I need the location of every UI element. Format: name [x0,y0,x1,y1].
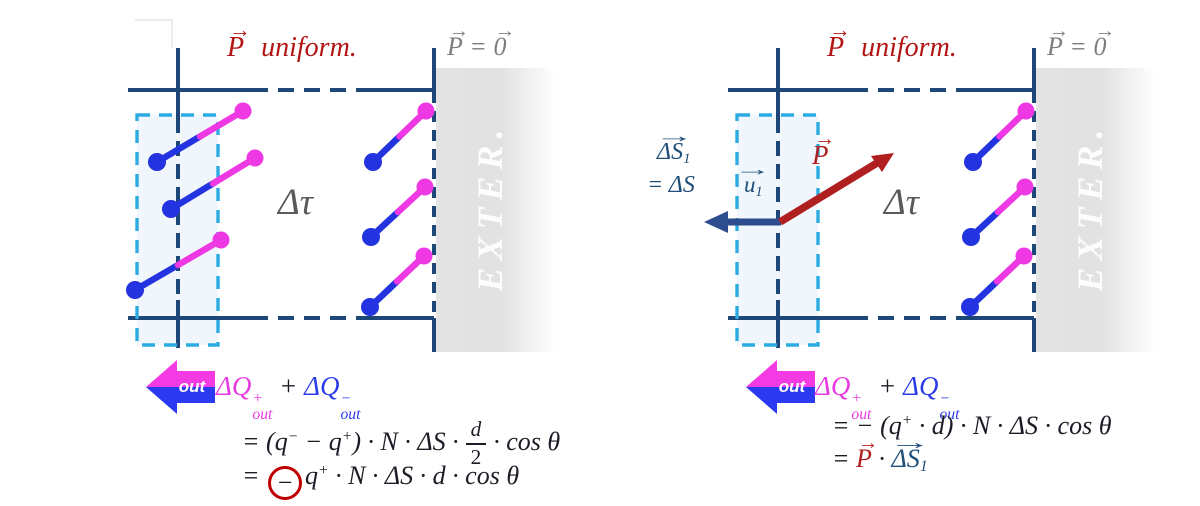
left-polarization-title: → P uniform. [227,17,357,63]
polarization-arrow-label: → P [812,126,836,171]
vector-arrow-icon: → [829,17,851,42]
left-volume-label: Δτ [278,182,313,223]
left-exterior-polarization-label: → P = → 0 [447,19,516,61]
right-eq-line1: ΔQ + out + ΔQ − out [815,371,960,424]
left-eq-line2: = (q− − q+) · N · ΔS · d 2 · cos θ [242,417,561,470]
vector-arrow-icon: → [888,431,931,454]
exterior-region [1036,68,1156,352]
dipole [362,178,434,246]
dipole [962,178,1034,246]
dipoles-left-group [126,102,264,299]
vector-arrow-icon: → [654,125,694,147]
dipole [364,102,435,171]
vector-arrow-icon: → [1094,19,1116,42]
left-exterior-text: EXTER. [470,122,510,292]
right-exterior-text: EXTER. [1070,122,1110,292]
delta-q-plus-term: ΔQ + out [815,371,872,424]
polarization-vector-arrow [778,153,894,226]
dipole [148,102,252,171]
vector-arrow-icon: → [448,19,470,42]
vector-arrow-icon: → [1048,19,1070,42]
dipole [964,102,1035,171]
left-eq-line3: = − q+ · N · ΔS · d · cos θ [242,461,519,501]
delta-q-minus-term: ΔQ − out [903,371,960,424]
vector-arrow-icon: → [813,126,836,151]
p-vector-symbol: → P [1047,19,1070,61]
p-vector-symbol: → P [447,19,470,61]
exterior-region [436,68,556,352]
left-out-badge-label: out [178,377,206,396]
dipoles-wall-group [961,102,1035,316]
right-eq-line2: = − (q+ · d) · N · ΔS · cos θ [832,411,1112,440]
ds1-vector-symbol: → ΔS1 [888,431,931,476]
surface-equals-label: = ΔS [647,172,695,198]
dipole [361,247,433,316]
zero-vector-symbol: → 0 [493,19,516,61]
vector-arrow-icon: → [229,17,251,42]
surface-slab-outline [735,113,820,347]
p-vector-symbol: → P [827,17,851,63]
surface-slab-outline [135,113,220,347]
p-vector-symbol: → P [812,126,836,170]
vector-arrow-icon: → [857,431,879,454]
right-volume-label: Δτ [884,182,919,223]
page-edge-artifact [135,19,173,48]
u1-vector-symbol: → u1 [734,159,773,200]
volume-frame [728,48,1036,352]
right-exterior-polarization-label: → P = → 0 [1047,19,1116,61]
right-polarization-title: → P uniform. [827,17,957,63]
out-arrow-icon [746,360,815,414]
unit-normal-label: → u1 [734,159,773,200]
volume-frame [128,48,436,352]
dipole [162,149,264,218]
vector-arrow-icon: → [734,159,773,180]
left-eq-line1: ΔQ + out + ΔQ − out [216,371,361,424]
right-panel-graphics [704,48,1156,414]
dipole [961,247,1033,316]
p-vector-symbol: → P [227,17,251,63]
dipole [126,231,230,299]
normal-vector-arrow [704,211,781,233]
zero-vector-symbol: → 0 [1093,19,1116,61]
delta-q-plus-term: ΔQ + out [216,371,273,424]
surface-vector-label: → ΔS1 [654,125,694,167]
right-out-badge-label: out [778,377,806,396]
circled-minus-sign: − [268,466,303,501]
left-panel-graphics [126,48,556,414]
vector-arrow-icon: → [494,19,516,42]
p-vector-symbol: → P [856,431,879,473]
ds1-vector-symbol: → ΔS1 [654,125,694,167]
out-arrow-icon [146,360,215,414]
dipoles-wall-group [361,102,435,316]
right-eq-line3: = → P · → ΔS1 [832,431,931,476]
delta-q-minus-term: ΔQ − out [304,371,361,424]
